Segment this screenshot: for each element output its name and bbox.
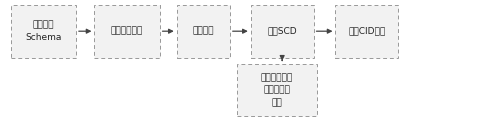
FancyBboxPatch shape: [251, 5, 314, 58]
FancyBboxPatch shape: [94, 5, 160, 58]
FancyBboxPatch shape: [335, 5, 398, 58]
Text: 定义模型
Schema: 定义模型 Schema: [25, 20, 61, 42]
Text: 导出用于施工
调试的数据
报表: 导出用于施工 调试的数据 报表: [261, 73, 293, 107]
Text: 图形建模: 图形建模: [193, 27, 214, 36]
FancyBboxPatch shape: [11, 5, 76, 58]
Text: 生成SCD: 生成SCD: [267, 27, 297, 36]
FancyBboxPatch shape: [237, 64, 317, 116]
Text: 导出CID文档: 导出CID文档: [348, 27, 385, 36]
FancyBboxPatch shape: [177, 5, 230, 58]
Text: 定义图元类型: 定义图元类型: [111, 27, 143, 36]
